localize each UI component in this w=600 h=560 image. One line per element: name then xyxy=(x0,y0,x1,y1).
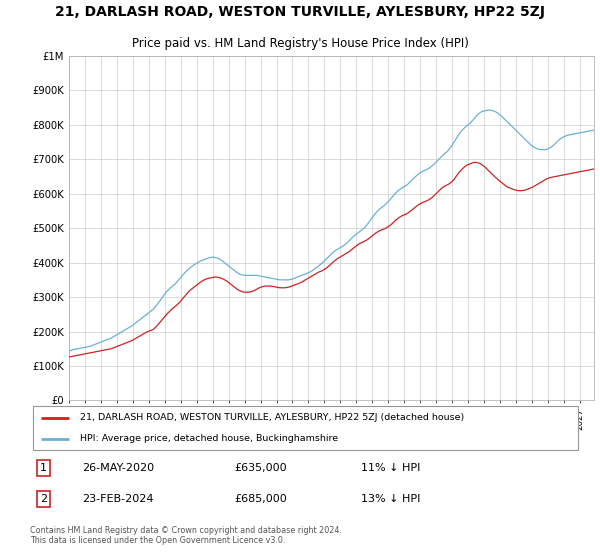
Text: £685,000: £685,000 xyxy=(234,494,287,503)
Text: 1: 1 xyxy=(40,463,47,473)
Text: 11% ↓ HPI: 11% ↓ HPI xyxy=(361,463,421,473)
Text: 1: 1 xyxy=(0,559,1,560)
Text: 23-FEB-2024: 23-FEB-2024 xyxy=(82,494,154,503)
FancyBboxPatch shape xyxy=(33,406,578,450)
Bar xyxy=(594,56,600,400)
Text: 26-MAY-2020: 26-MAY-2020 xyxy=(82,463,155,473)
Text: HPI: Average price, detached house, Buckinghamshire: HPI: Average price, detached house, Buck… xyxy=(80,435,338,444)
Text: 2: 2 xyxy=(0,559,1,560)
Text: Price paid vs. HM Land Registry's House Price Index (HPI): Price paid vs. HM Land Registry's House … xyxy=(131,37,469,50)
Text: Contains HM Land Registry data © Crown copyright and database right 2024.
This d: Contains HM Land Registry data © Crown c… xyxy=(30,526,342,545)
Text: £635,000: £635,000 xyxy=(234,463,287,473)
Text: 21, DARLASH ROAD, WESTON TURVILLE, AYLESBURY, HP22 5ZJ: 21, DARLASH ROAD, WESTON TURVILLE, AYLES… xyxy=(55,4,545,18)
Text: 2: 2 xyxy=(40,494,47,503)
Text: 21, DARLASH ROAD, WESTON TURVILLE, AYLESBURY, HP22 5ZJ (detached house): 21, DARLASH ROAD, WESTON TURVILLE, AYLES… xyxy=(80,413,464,422)
Text: 13% ↓ HPI: 13% ↓ HPI xyxy=(361,494,421,503)
